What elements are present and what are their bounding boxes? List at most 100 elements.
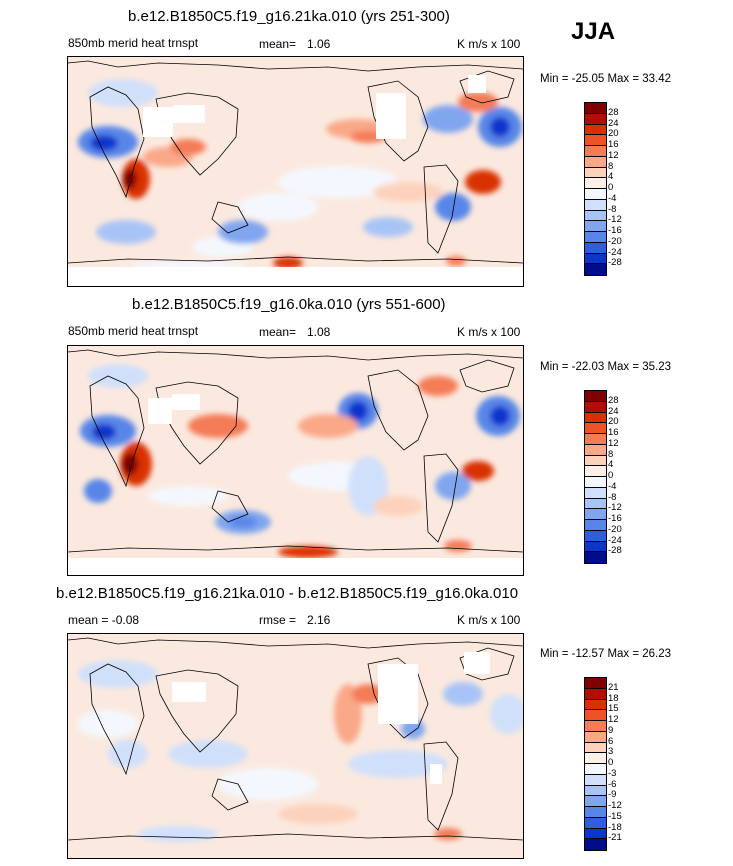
colorbar-tick-label: -12 (608, 502, 622, 514)
colorbar-tick-label: 28 (608, 394, 619, 406)
colorbar-tick-label: 15 (608, 703, 619, 715)
colorbar-tick-label: -4 (608, 480, 617, 492)
colorbar-segment (585, 509, 606, 520)
colorbar-segment (585, 146, 606, 157)
colorbar-segment (585, 221, 606, 232)
panel-mid-title: b.e12.B1850C5.f19_g16.0ka.010 (yrs 551-6… (132, 296, 446, 313)
colorbar-segment (585, 401, 606, 413)
panel-top-mean-label: mean= (259, 37, 297, 51)
colorbar-segment (585, 466, 606, 477)
colorbar-segment (585, 135, 606, 146)
season-label: JJA (571, 18, 616, 45)
panel-mid-map (67, 345, 524, 576)
colorbar-segment (585, 530, 606, 542)
colorbar-tick-label: -15 (608, 810, 622, 822)
colorbar-segment (585, 103, 606, 114)
colorbar-tick-label: 12 (608, 149, 619, 161)
colorbar-diff (584, 677, 607, 851)
colorbar-tick-label: 16 (608, 139, 619, 150)
colorbar-tick-label: 24 (608, 117, 619, 129)
colorbar-tick-label: -4 (608, 192, 617, 204)
colorbar-segment (585, 552, 606, 563)
colorbar-segment (585, 817, 606, 829)
colorbar-segment (585, 785, 606, 797)
colorbar-tick-label: 4 (608, 171, 614, 183)
colorbar-tick-label: -8 (608, 491, 617, 503)
colorbar-segment (585, 721, 606, 732)
colorbar-segment (585, 541, 606, 553)
colorbar-segment (585, 477, 606, 488)
colorbar-segment (585, 264, 606, 275)
colorbar-segment (585, 199, 606, 211)
colorbar-segment (585, 242, 606, 254)
colorbar-tick-label: -20 (608, 235, 622, 247)
panel-diff-minmax: Min = -12.57 Max = 26.23 (540, 648, 672, 660)
panel-top-map (67, 56, 524, 287)
panel-top-minmax: Min = -25.05 Max = 33.42 (540, 73, 672, 85)
colorbar-segment (585, 828, 606, 840)
colorbar-tick-label: 0 (608, 757, 614, 768)
colorbar-tick-label: -3 (608, 767, 617, 779)
colorbar-segment (585, 764, 606, 775)
colorbar-tick-label: 12 (608, 714, 619, 725)
colorbar-tick-label: -24 (608, 246, 622, 258)
colorbar-segment (585, 124, 606, 136)
colorbar-tick-label: 12 (608, 437, 619, 449)
panel-mid-minmax: Min = -22.03 Max = 35.23 (540, 361, 672, 373)
colorbar-tick-label: -16 (608, 513, 622, 524)
panel-top-units: K m/s x 100 (457, 37, 521, 51)
panel-diff-title: b.e12.B1850C5.f19_g16.21ka.010 - b.e12.B… (56, 585, 519, 602)
colorbar-tick-label: -18 (608, 821, 622, 833)
colorbar-segment (585, 178, 606, 189)
panel-mid-units: K m/s x 100 (457, 325, 521, 339)
colorbar-tick-label: -21 (608, 832, 622, 844)
colorbar-segment (585, 113, 606, 125)
colorbar-tick-label: -9 (608, 789, 617, 801)
colorbar-segment (585, 412, 606, 424)
colorbar-tick-label: -12 (608, 214, 622, 226)
colorbar-tick-label: 4 (608, 459, 614, 471)
panel-top-title: b.e12.B1850C5.f19_g16.21ka.010 (yrs 251-… (128, 8, 450, 25)
colorbar-segment (585, 444, 606, 456)
colorbar-mid (584, 390, 607, 564)
colorbar-segment (585, 189, 606, 200)
colorbar-tick-label: 3 (608, 746, 614, 758)
colorbar-tick-label: 9 (608, 724, 614, 736)
colorbar-tick-label: 16 (608, 427, 619, 438)
colorbar-tick-label: 28 (608, 106, 619, 118)
colorbar-segment (585, 391, 606, 402)
panel-mid-mean-value: 1.08 (307, 325, 331, 339)
colorbar-tick-label: -8 (608, 203, 617, 215)
colorbar-segment (585, 455, 606, 467)
colorbar-segment (585, 774, 606, 786)
colorbar-tick-label: 20 (608, 128, 619, 140)
colorbar-segment (585, 498, 606, 510)
colorbar-tick-label: -16 (608, 225, 622, 236)
colorbar-tick-label: 20 (608, 416, 619, 428)
colorbar-segment (585, 487, 606, 499)
panel-diff-map (67, 633, 524, 859)
colorbar-segment (585, 232, 606, 243)
colorbar-tick-label: 8 (608, 160, 614, 172)
panel-mid-variable-label: 850mb merid heat trnspt (68, 324, 199, 338)
colorbar-segment (585, 742, 606, 754)
colorbar-tick-label: 0 (608, 470, 614, 481)
colorbar-tick-label: -24 (608, 534, 622, 546)
colorbar-segment (585, 753, 606, 764)
colorbar-segment (585, 167, 606, 179)
colorbar-tick-label: 18 (608, 692, 619, 704)
panel-diff-mean: mean = -0.08 (68, 613, 140, 627)
panel-top-mean-value: 1.06 (307, 37, 331, 51)
colorbar-segment (585, 520, 606, 531)
colorbar-tick-label: -12 (608, 800, 622, 811)
colorbar-top (584, 102, 607, 276)
colorbar-segment (585, 156, 606, 168)
colorbar-tick-label: 0 (608, 182, 614, 193)
panel-diff-rmse-label: rmse = (259, 613, 297, 627)
colorbar-tick-label: -28 (608, 545, 622, 557)
panel-top-variable-label: 850mb merid heat trnspt (68, 36, 199, 50)
colorbar-segment (585, 839, 606, 850)
colorbar-segment (585, 731, 606, 743)
colorbar-segment (585, 210, 606, 222)
colorbar-segment (585, 678, 606, 689)
